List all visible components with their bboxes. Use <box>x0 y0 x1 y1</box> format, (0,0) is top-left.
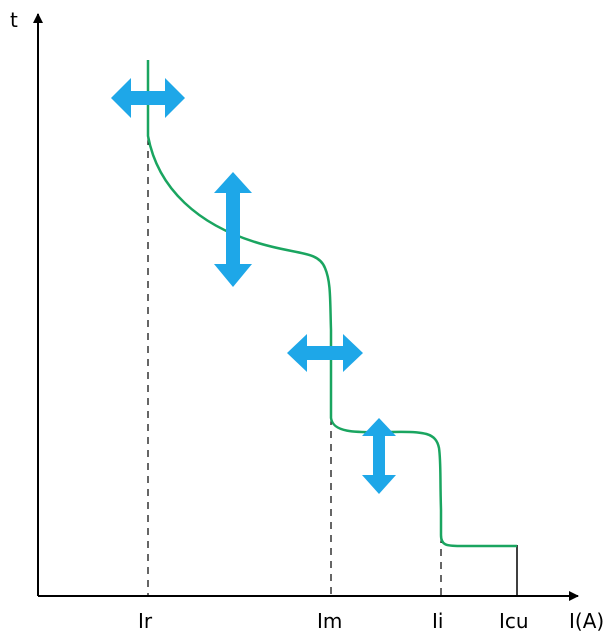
short-time-delay-adjust-arrow <box>362 418 396 494</box>
tick-label-im: Im <box>317 609 342 633</box>
trip-curve <box>146 60 517 548</box>
tick-label-icu: Icu <box>499 609 529 633</box>
tick-label-ii: Ii <box>432 609 443 633</box>
x-axis-label: I(A) <box>569 609 604 633</box>
tick-label-ir: Ir <box>138 609 153 633</box>
long-time-delay-adjust-arrow <box>214 172 252 287</box>
ir-adjust-arrow <box>111 78 185 118</box>
im-adjust-arrow <box>287 334 363 372</box>
y-axis-label: t <box>10 8 18 32</box>
